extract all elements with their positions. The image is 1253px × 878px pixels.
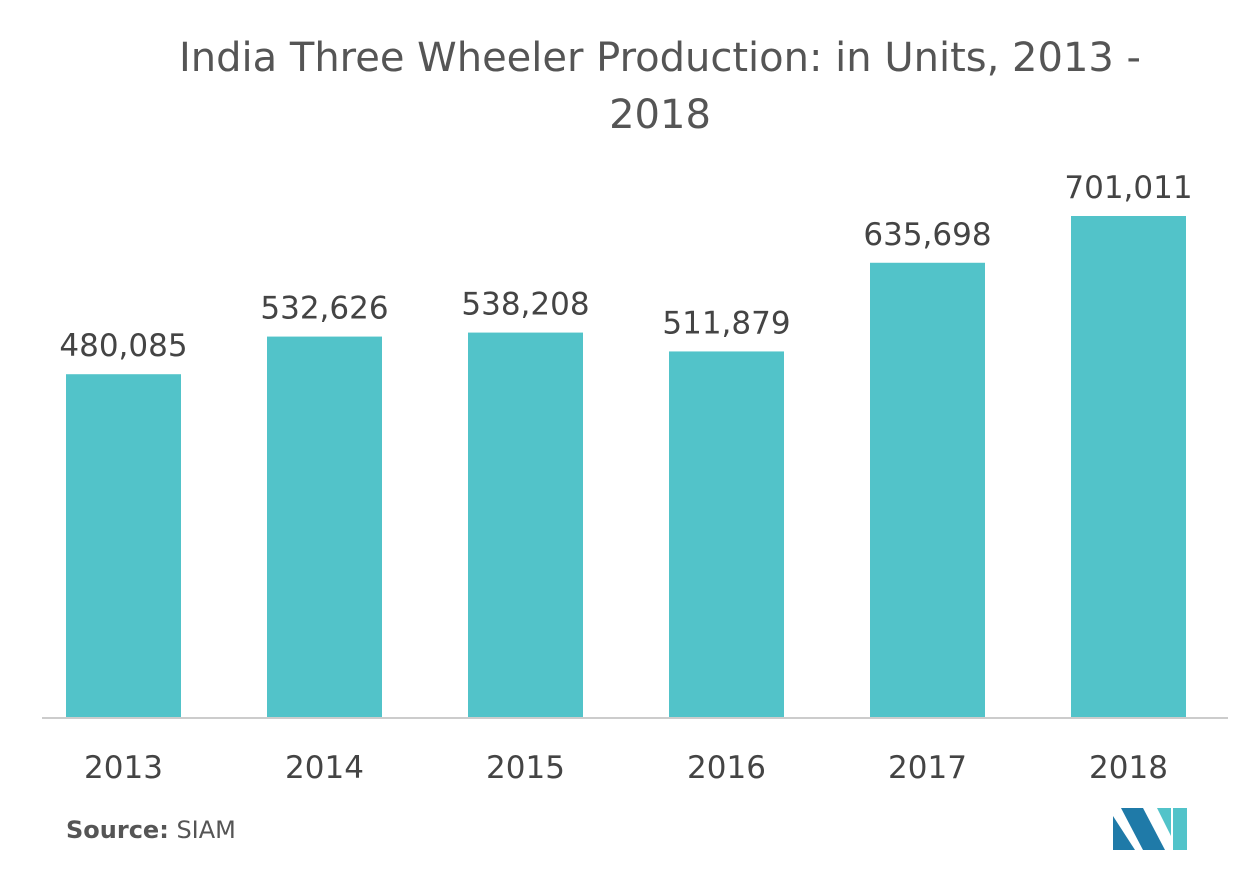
mordor-intelligence-logo-icon	[1113, 808, 1187, 850]
x-tick-label-2018: 2018	[1089, 750, 1168, 786]
bar-2014	[267, 336, 382, 718]
bar-value-label-2017: 635,698	[863, 217, 991, 253]
bar-2016	[669, 351, 784, 718]
bar-2013	[66, 374, 181, 718]
x-tick-label-2017: 2017	[888, 750, 967, 786]
source-text: SIAM	[176, 816, 236, 844]
x-tick-label-2013: 2013	[84, 750, 163, 786]
source-note: Source: SIAM	[66, 816, 236, 844]
bar-value-label-2015: 538,208	[461, 287, 589, 323]
x-tick-labels-layer: 2013 2014 2015 2016 2017 2018	[84, 750, 1168, 786]
bar-2018	[1071, 216, 1186, 718]
bar-2017	[870, 262, 985, 718]
bars-layer	[66, 216, 1186, 718]
x-tick-label-2014: 2014	[285, 750, 364, 786]
bar-value-label-2014: 532,626	[260, 291, 388, 327]
chart-title: India Three Wheeler Production: in Units…	[179, 35, 1141, 138]
source-label: Source:	[66, 816, 169, 844]
bar-value-label-2016: 511,879	[662, 305, 790, 341]
value-labels-layer: 480,085 532,626 538,208 511,879 635,698 701,0…	[59, 170, 1192, 364]
bar-value-label-2013: 480,085	[59, 328, 187, 364]
x-tick-label-2015: 2015	[486, 750, 565, 786]
bar-2015	[468, 332, 583, 718]
bar-value-label-2018: 701,011	[1064, 170, 1192, 206]
x-tick-label-2016: 2016	[687, 750, 766, 786]
